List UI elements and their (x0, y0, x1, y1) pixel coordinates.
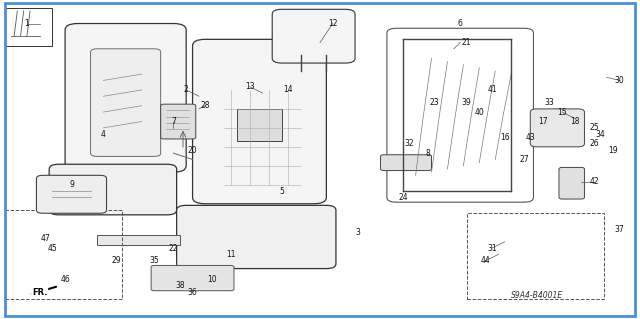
Text: 45: 45 (47, 243, 57, 253)
Text: 8: 8 (426, 149, 431, 158)
Text: 38: 38 (175, 281, 184, 291)
Text: S9A4-B4001E: S9A4-B4001E (511, 291, 563, 300)
Text: 14: 14 (284, 85, 293, 94)
Text: 28: 28 (200, 101, 210, 110)
FancyBboxPatch shape (381, 155, 431, 171)
Bar (97, 235, 180, 245)
Text: 17: 17 (538, 117, 548, 126)
Bar (4, 210, 122, 299)
Text: 37: 37 (614, 225, 625, 234)
Text: 19: 19 (608, 145, 618, 154)
Text: 1: 1 (24, 19, 29, 28)
Text: 21: 21 (462, 38, 471, 47)
FancyBboxPatch shape (531, 109, 584, 147)
Text: 31: 31 (487, 243, 497, 253)
FancyBboxPatch shape (559, 167, 584, 199)
Text: 32: 32 (404, 139, 414, 148)
Text: 9: 9 (69, 180, 74, 189)
Text: 30: 30 (614, 76, 625, 85)
Text: 47: 47 (41, 234, 51, 243)
Text: 15: 15 (557, 108, 567, 116)
Text: 18: 18 (570, 117, 580, 126)
Text: 39: 39 (461, 98, 472, 107)
FancyBboxPatch shape (65, 24, 186, 172)
Text: 2: 2 (184, 85, 189, 94)
Text: 36: 36 (188, 288, 197, 297)
Text: 13: 13 (245, 82, 255, 91)
Text: 40: 40 (474, 108, 484, 116)
Text: 12: 12 (328, 19, 337, 28)
Text: 20: 20 (188, 145, 197, 154)
FancyBboxPatch shape (193, 39, 326, 204)
Text: 46: 46 (60, 275, 70, 284)
Text: 3: 3 (356, 228, 361, 237)
Text: 44: 44 (481, 256, 490, 265)
FancyBboxPatch shape (272, 9, 355, 63)
Text: 27: 27 (519, 155, 529, 164)
Text: 23: 23 (430, 98, 440, 107)
FancyBboxPatch shape (91, 49, 161, 156)
Text: 16: 16 (500, 133, 509, 142)
Text: 33: 33 (545, 98, 554, 107)
Text: 5: 5 (279, 187, 284, 196)
Text: 42: 42 (589, 177, 599, 186)
Text: 25: 25 (589, 123, 599, 132)
Bar (467, 213, 604, 299)
Text: 41: 41 (487, 85, 497, 94)
FancyBboxPatch shape (151, 265, 234, 291)
Text: 10: 10 (207, 275, 216, 284)
Text: 11: 11 (226, 250, 236, 259)
Text: 29: 29 (111, 256, 121, 265)
FancyBboxPatch shape (161, 104, 196, 139)
Bar (237, 109, 282, 141)
Text: 34: 34 (595, 130, 605, 139)
Text: 43: 43 (525, 133, 535, 142)
Text: 26: 26 (589, 139, 599, 148)
Text: 6: 6 (458, 19, 463, 28)
Text: 7: 7 (171, 117, 176, 126)
Text: 4: 4 (101, 130, 106, 139)
Text: 24: 24 (398, 193, 408, 202)
Text: 35: 35 (150, 256, 159, 265)
Text: FR.: FR. (32, 288, 47, 297)
FancyBboxPatch shape (36, 175, 106, 213)
Text: 22: 22 (169, 243, 178, 253)
FancyBboxPatch shape (177, 205, 336, 269)
Bar (4, 8, 52, 46)
FancyBboxPatch shape (49, 164, 177, 215)
